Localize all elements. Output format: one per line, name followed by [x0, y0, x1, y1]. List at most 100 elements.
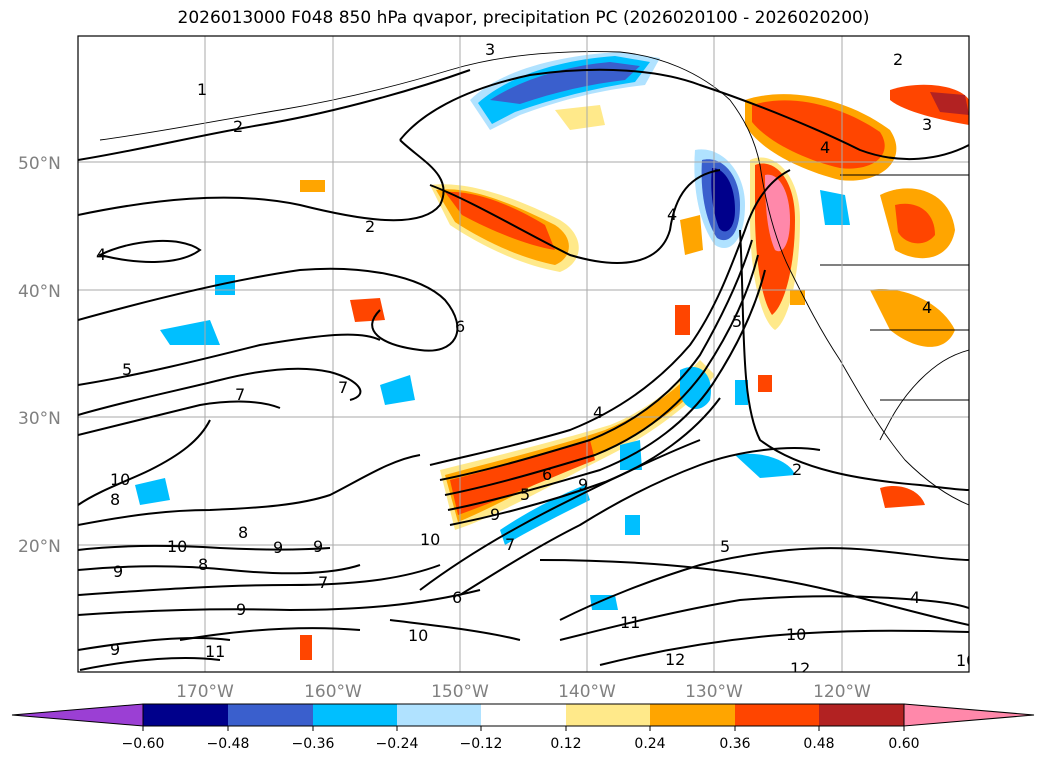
colorbar-tick-label: −0.24 [376, 736, 419, 752]
map-content: 1 2 3 2 4 3 4 5 4 2 6 7 7 5 5 4 6 9 9 10… [78, 36, 976, 678]
lon-label-150w: 150°W [431, 682, 489, 702]
precip-negative-area [500, 485, 590, 545]
colorbar-segment [566, 704, 650, 726]
contour-label: 10 [786, 625, 806, 644]
precip-negative-area [490, 62, 640, 104]
contour-label: 7 [505, 535, 515, 554]
contour-label: 3 [485, 40, 495, 59]
contour-label: 10 [420, 530, 440, 549]
contour-label: 2 [233, 117, 243, 136]
contour-label: 10 [110, 470, 130, 489]
colorbar-tick-label: 0.60 [888, 736, 919, 752]
precip-positive-area [680, 215, 703, 255]
contour-label: 9 [236, 600, 246, 619]
precip-negative-area [590, 595, 618, 610]
colorbar-tick-label: 0.48 [803, 736, 834, 752]
colorbar-extend-max [903, 703, 1035, 727]
colorbar-segment [143, 704, 228, 726]
contour-label: 2 [893, 50, 903, 69]
precip-positive-area [300, 635, 312, 660]
contour-label: 11 [205, 642, 225, 661]
lat-label-40n: 40°N [18, 282, 61, 302]
lat-label-20n: 20°N [18, 537, 61, 557]
coastlines [99, 51, 969, 506]
contour-label: 1 [197, 80, 207, 99]
precip-negative-area [735, 380, 748, 405]
colorbar-tick-label: −0.12 [460, 736, 503, 752]
colorbar-tick-label: 0.12 [550, 736, 581, 752]
contour-label: 7 [235, 385, 245, 404]
contour-label: 4 [820, 138, 830, 157]
contour-label: 8 [238, 523, 248, 542]
colorbar-segment [735, 704, 819, 726]
map-border [77, 35, 970, 673]
colorbar-tick-label: 0.24 [634, 736, 665, 752]
lat-label-30n: 30°N [18, 409, 61, 429]
contour-label: 9 [313, 537, 323, 556]
precip-positive-area [880, 485, 925, 508]
precip-positive-area [752, 100, 885, 169]
colorbar-segment [397, 704, 481, 726]
colorbar-extend-min [11, 703, 144, 727]
colorbar-segment [228, 704, 313, 726]
contour-label: 12 [790, 659, 810, 678]
precip-shading [135, 52, 969, 660]
colorbar-tick-label: −0.48 [207, 736, 250, 752]
contour-label: 7 [318, 573, 328, 592]
lon-label-160w: 160°W [304, 682, 362, 702]
colorbar-segment [650, 704, 735, 726]
contour-label: 5 [720, 537, 730, 556]
contour-label: 8 [110, 490, 120, 509]
contour-label: 9 [113, 562, 123, 581]
colorbar-tick-label: 0.36 [719, 736, 750, 752]
precip-negative-area [735, 453, 795, 478]
colorbar-segment [481, 704, 566, 726]
contour-label: 2 [365, 217, 375, 236]
lon-label-130w: 130°W [685, 682, 743, 702]
precip-positive-area [790, 290, 805, 305]
contour-label: 9 [578, 475, 588, 494]
latitude-labels: 50°N 40°N 30°N 20°N [18, 154, 61, 557]
contour-label: 10 [956, 651, 976, 670]
contour-label: 5 [520, 485, 530, 504]
map-title: 2026013000 F048 850 hPa qvapor, precipit… [177, 8, 870, 28]
precip-negative-area [625, 515, 640, 535]
contour-label: 12 [665, 650, 685, 669]
contour-label: 10 [167, 537, 187, 556]
contour-label: 6 [542, 465, 552, 484]
contour-label: 5 [732, 312, 742, 331]
longitude-labels: 170°W 160°W 150°W 140°W 130°W 120°W [176, 682, 871, 702]
contour-label: 4 [910, 588, 920, 607]
precip-positive-area [675, 305, 690, 335]
colorbar-tick-label: −0.60 [122, 736, 165, 752]
contour-label: 6 [452, 588, 462, 607]
precip-positive-area [870, 289, 955, 347]
contour-label: 11 [620, 613, 640, 632]
contour-label: 9 [490, 505, 500, 524]
colorbar-segment [819, 704, 904, 726]
contour-label: 8 [198, 555, 208, 574]
contour-labels: 1 2 3 2 4 3 4 5 4 2 6 7 7 5 5 4 6 9 9 10… [96, 40, 976, 678]
contour-label: 10 [408, 626, 428, 645]
precip-negative-area [380, 375, 415, 405]
precip-negative-area [135, 478, 170, 505]
lon-label-170w: 170°W [176, 682, 234, 702]
contour-label: 5 [122, 360, 132, 379]
colorbar: −0.60 −0.48 −0.36 −0.24 −0.12 0.12 0.24 … [11, 703, 1035, 752]
lon-label-140w: 140°W [558, 682, 616, 702]
precip-positive-area [930, 92, 969, 115]
contour-label: 7 [338, 378, 348, 397]
contour-label: 9 [273, 538, 283, 557]
graticule [78, 36, 969, 672]
contour-label: 6 [455, 317, 465, 336]
precip-positive-area [758, 375, 772, 392]
contour-label: 9 [110, 640, 120, 659]
precip-positive-area [300, 180, 325, 192]
precip-positive-area [445, 191, 555, 250]
precip-positive-area [450, 440, 595, 515]
colorbar-segment [313, 704, 397, 726]
qvapor-contours [78, 68, 969, 671]
colorbar-ticks [142, 726, 905, 731]
contour-label: 3 [922, 115, 932, 134]
